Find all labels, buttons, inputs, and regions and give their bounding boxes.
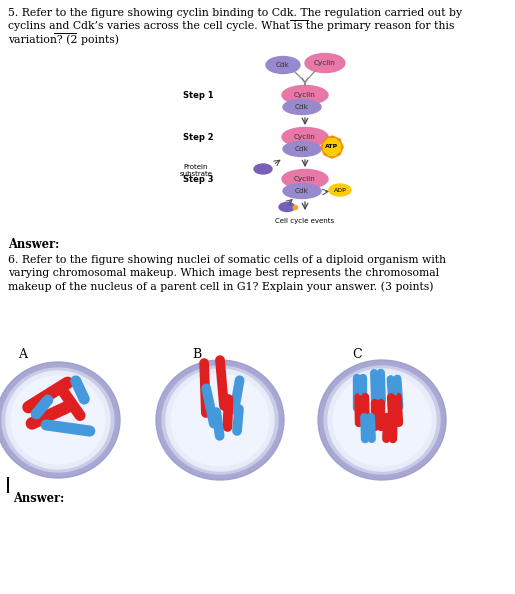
Text: Cdk: Cdk (295, 146, 309, 152)
Ellipse shape (162, 366, 278, 474)
Ellipse shape (282, 169, 328, 188)
Ellipse shape (282, 86, 328, 105)
Ellipse shape (279, 203, 295, 211)
Ellipse shape (283, 184, 321, 198)
Text: A: A (18, 348, 27, 361)
Text: Step 3: Step 3 (183, 175, 214, 184)
Ellipse shape (283, 141, 321, 156)
Text: Answer:: Answer: (8, 238, 59, 251)
Text: B: B (192, 348, 201, 361)
Text: 5. Refer to the figure showing cyclin binding to Cdk. The regulation carried out: 5. Refer to the figure showing cyclin bi… (8, 8, 462, 18)
Ellipse shape (6, 371, 110, 469)
Ellipse shape (254, 164, 272, 174)
Text: variation? (2 points): variation? (2 points) (8, 34, 119, 45)
Ellipse shape (318, 360, 446, 480)
Ellipse shape (171, 374, 269, 466)
Ellipse shape (283, 100, 321, 115)
Text: varying chromosomal makeup. Which image best represents the chromosomal: varying chromosomal makeup. Which image … (8, 268, 439, 278)
Text: ADP: ADP (334, 188, 347, 192)
Text: Cyclin: Cyclin (294, 134, 316, 140)
Ellipse shape (329, 184, 351, 196)
Text: Step 1: Step 1 (183, 91, 214, 100)
Text: Answer:: Answer: (13, 492, 64, 505)
Ellipse shape (166, 369, 274, 471)
Text: Cyclin: Cyclin (314, 60, 336, 66)
Ellipse shape (282, 128, 328, 147)
Text: ATP: ATP (325, 144, 338, 150)
Ellipse shape (156, 360, 284, 480)
Ellipse shape (333, 374, 431, 466)
Text: 6. Refer to the figure showing nuclei of somatic cells of a diploid organism wit: 6. Refer to the figure showing nuclei of… (8, 255, 446, 265)
Text: cyclins and Cdk’s varies across the cell cycle. What is the primary reason for t: cyclins and Cdk’s varies across the cell… (8, 21, 454, 31)
Text: Cdk: Cdk (295, 104, 309, 110)
Text: makeup of the nucleus of a parent cell in G1? Explain your answer. (3 points): makeup of the nucleus of a parent cell i… (8, 281, 434, 292)
Ellipse shape (266, 56, 300, 74)
Text: Protein
substrate: Protein substrate (180, 164, 213, 177)
Text: Cyclin: Cyclin (294, 176, 316, 182)
Text: C: C (352, 348, 362, 361)
Text: Cdk: Cdk (276, 62, 290, 68)
Ellipse shape (0, 362, 120, 478)
Text: Step 2: Step 2 (183, 133, 214, 142)
Ellipse shape (328, 369, 436, 471)
Ellipse shape (324, 366, 440, 474)
Text: Cell cycle events: Cell cycle events (276, 218, 335, 224)
Text: Cdk: Cdk (295, 188, 309, 194)
Ellipse shape (305, 53, 345, 72)
Ellipse shape (2, 368, 114, 472)
Text: Cyclin: Cyclin (294, 92, 316, 98)
Ellipse shape (11, 376, 105, 464)
